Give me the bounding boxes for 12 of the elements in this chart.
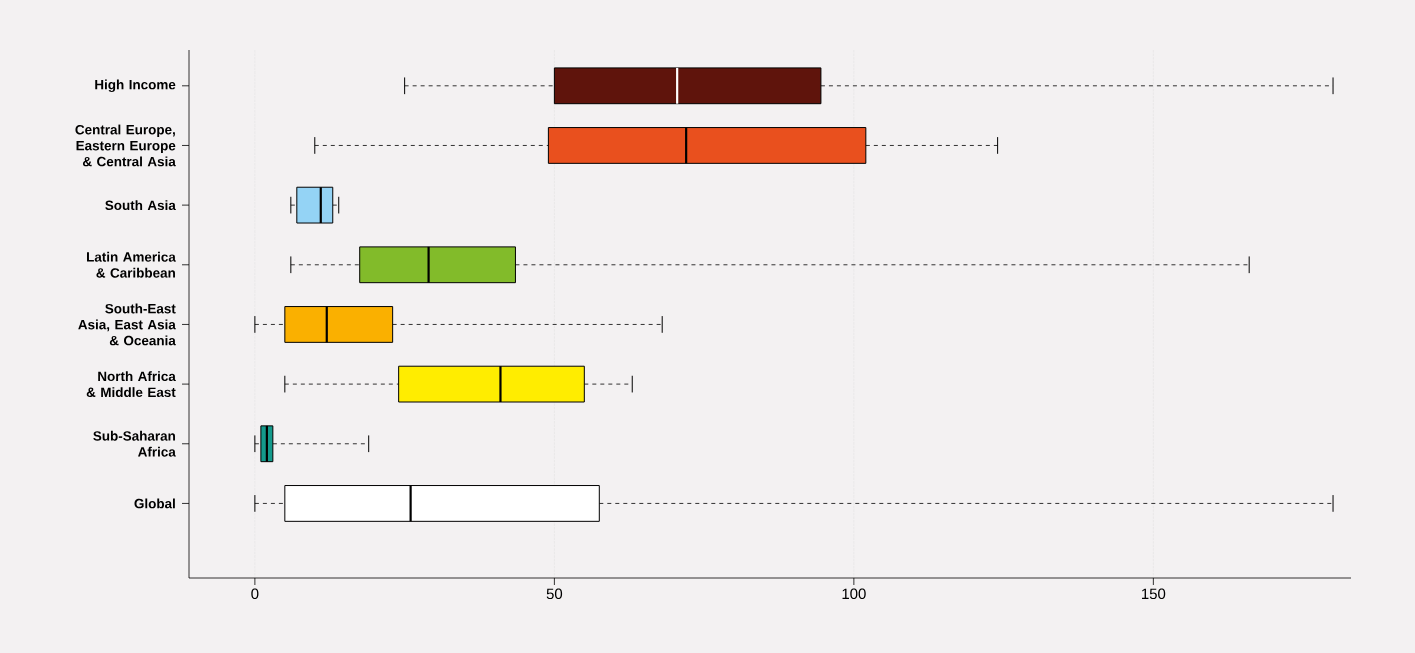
x-tick-label: 0 xyxy=(251,588,259,600)
x-tick-label: 150 xyxy=(1142,588,1166,600)
y-tick-label: Sub-Saharan Africa xyxy=(93,430,176,457)
x-tick-label: 100 xyxy=(842,588,866,600)
y-tick-label: Global xyxy=(134,498,175,509)
y-tick-label: North Africa & Middle East xyxy=(86,371,176,398)
y-tick-label: Central Europe, Eastern Europe & Central Asia xyxy=(75,124,176,167)
x-tick-label: 50 xyxy=(546,588,563,600)
y-tick-label: Latin America & Caribbean xyxy=(87,251,176,278)
y-tick-label: High Income xyxy=(95,79,176,93)
y-tick-label: South Asia xyxy=(105,200,176,211)
y-tick-label: South-East Asia, East Asia & Oceania xyxy=(78,303,176,346)
